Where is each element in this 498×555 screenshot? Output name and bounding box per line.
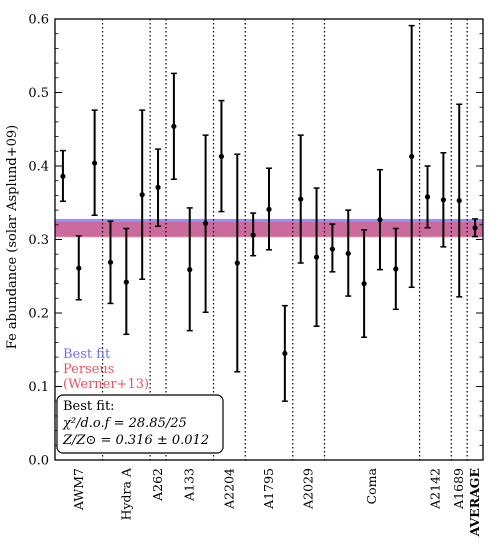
y-tick-label: 0.4 xyxy=(28,160,49,175)
data-point-3 xyxy=(91,109,98,216)
fit-box-metallicity: Z/Z⊙ = 0.316 ± 0.012 xyxy=(62,433,209,448)
category-label-a1689: A1689 xyxy=(451,468,466,510)
y-tick-label: 0.5 xyxy=(28,86,49,101)
data-point-16 xyxy=(297,134,304,264)
y-tick-label: 0.0 xyxy=(28,454,49,469)
legend-label-werner: (Werner+13) xyxy=(63,377,149,392)
point-marker xyxy=(202,220,209,226)
data-point-7 xyxy=(155,148,162,228)
legend-label-perseus: Perseus xyxy=(63,362,114,377)
point-marker xyxy=(107,259,114,265)
category-label-a2029: A2029 xyxy=(301,468,316,510)
point-marker xyxy=(393,266,399,272)
data-point-1 xyxy=(59,149,66,203)
point-marker xyxy=(155,184,161,190)
point-marker xyxy=(218,153,225,160)
point-marker xyxy=(409,153,415,160)
data-point-18 xyxy=(329,223,336,273)
fit-box-title: Best fit: xyxy=(63,399,115,414)
point-marker xyxy=(266,206,272,212)
data-point-20 xyxy=(361,229,368,339)
point-marker xyxy=(456,197,462,204)
data-point-13 xyxy=(250,212,257,257)
point-marker xyxy=(171,123,177,129)
axes-layer: 0.0 0.1 0.2 0.3 0.4 0.5 0.6 AWM7 Hydra A A262 A133… xyxy=(28,13,484,537)
category-label-a2204: A2204 xyxy=(221,468,236,510)
category-label-coma: Coma xyxy=(364,467,379,504)
point-marker xyxy=(123,279,129,285)
data-point-26 xyxy=(456,103,463,298)
data-point-15 xyxy=(281,304,288,402)
category-label-awm7: AWM7 xyxy=(71,468,86,511)
fit-box xyxy=(56,394,224,454)
data-point-2 xyxy=(75,235,82,301)
data-point-22 xyxy=(392,227,399,311)
point-marker xyxy=(377,217,383,223)
data-point-12 xyxy=(234,153,241,373)
point-marker xyxy=(329,246,336,252)
point-marker xyxy=(424,194,431,200)
data-point-9 xyxy=(186,207,193,332)
point-marker xyxy=(345,250,351,257)
point-marker xyxy=(250,232,256,238)
point-marker xyxy=(298,196,304,202)
fit-box-chi2: χ²/d.o.f = 28.85/25 xyxy=(62,416,187,431)
data-point-11 xyxy=(218,99,225,213)
point-marker xyxy=(234,260,240,266)
data-point-25 xyxy=(440,152,447,248)
category-label-a2142: A2142 xyxy=(427,468,442,510)
data-point-19 xyxy=(345,209,352,297)
data-point-27 xyxy=(472,218,479,238)
category-label-a1795: A1795 xyxy=(261,468,276,510)
category-label-hydra-a: Hydra A xyxy=(118,467,133,520)
category-label-average: AVERAGE xyxy=(467,468,482,537)
legend: Best fit Perseus (Werner+13) Best fit: χ… xyxy=(56,347,224,454)
point-marker xyxy=(76,265,82,271)
point-marker xyxy=(361,281,367,287)
point-marker xyxy=(282,350,288,357)
legend-label-best-fit: Best fit xyxy=(63,347,111,362)
data-point-17 xyxy=(313,187,320,327)
data-point-23 xyxy=(408,24,415,289)
data-point-24 xyxy=(424,165,431,229)
y-tick-label: 0.6 xyxy=(28,13,49,28)
point-marker xyxy=(60,173,66,179)
data-point-6 xyxy=(139,109,146,280)
data-point-10 xyxy=(202,134,209,314)
separators-layer xyxy=(101,19,468,460)
category-label-a262: A262 xyxy=(150,468,165,502)
category-label-a133: A133 xyxy=(182,468,197,502)
data-point-21 xyxy=(376,168,383,271)
data-point-5 xyxy=(123,227,130,336)
point-marker xyxy=(187,267,193,273)
point-marker xyxy=(313,254,320,260)
data-point-4 xyxy=(107,220,114,305)
data-point-14 xyxy=(266,167,272,251)
y-tick-label: 0.3 xyxy=(28,233,49,248)
data-point-8 xyxy=(170,72,177,180)
point-marker xyxy=(139,192,145,198)
y-axis-label: Fe abundance (solar Asplund+09) xyxy=(5,125,20,349)
point-marker xyxy=(472,225,478,231)
points-layer xyxy=(59,24,479,402)
point-marker xyxy=(440,197,446,203)
point-marker xyxy=(92,160,98,166)
y-tick-label: 0.2 xyxy=(28,307,49,322)
y-tick-label: 0.1 xyxy=(28,380,49,395)
